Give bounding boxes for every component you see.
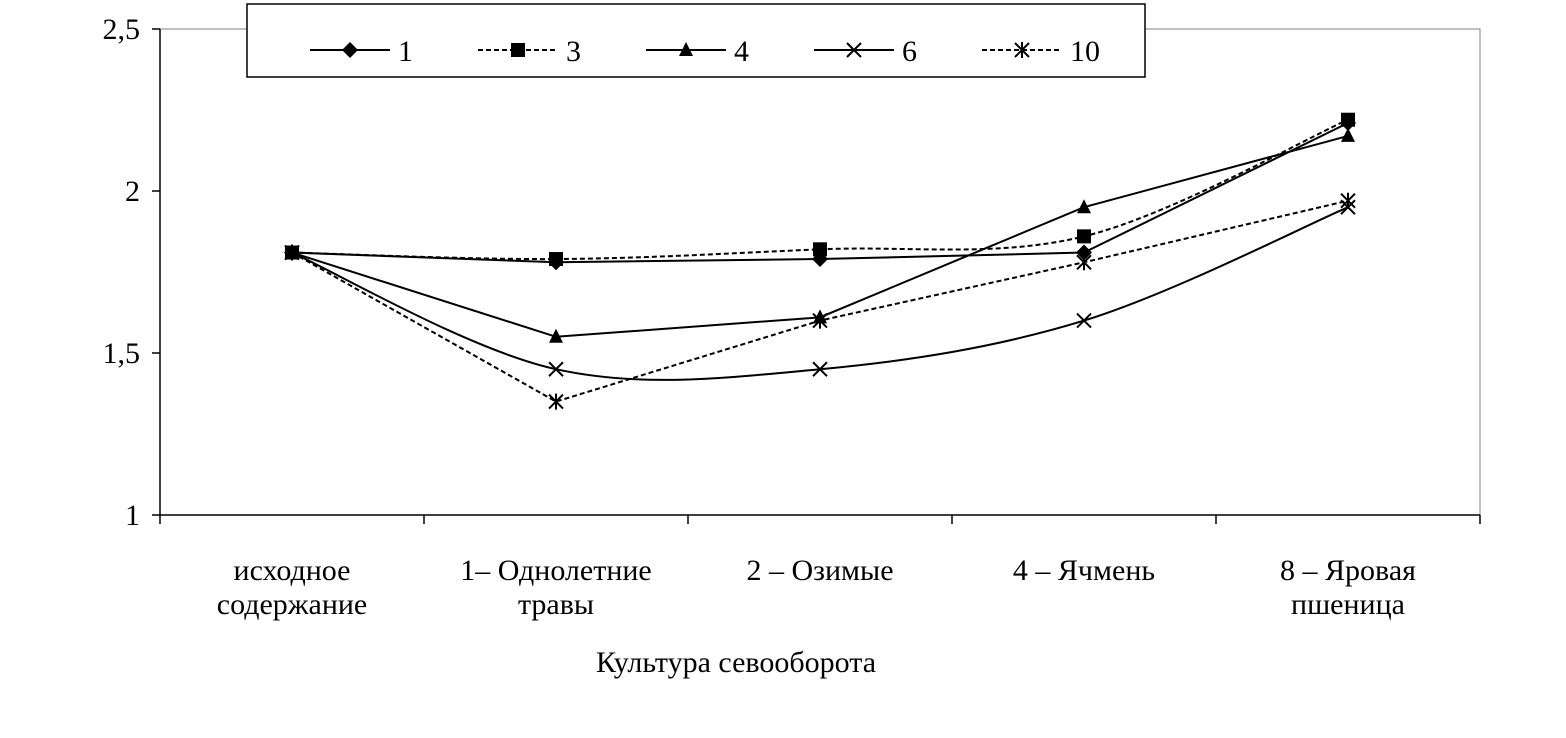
data-point-triangle [679, 42, 693, 56]
data-point-square [813, 242, 827, 257]
data-point-square [1077, 229, 1091, 244]
x-tick-label: исходное [234, 554, 351, 587]
data-point-star [812, 312, 828, 329]
y-tick-label: 2 [125, 175, 140, 208]
y-tick-label: 1 [125, 499, 140, 532]
data-point-diamond [812, 251, 828, 268]
data-point-square [511, 43, 525, 57]
legend-label: 1 [398, 35, 413, 68]
data-point-triangle [549, 328, 563, 343]
series-line-4 [291, 134, 1349, 338]
legend-label: 6 [902, 35, 917, 68]
series-line-1 [291, 122, 1349, 264]
data-point-star [1340, 192, 1356, 209]
data-point-star [284, 244, 300, 261]
data-point-square [549, 252, 563, 267]
x-axis-label: Культура севооборота [596, 646, 876, 679]
series-line-6 [291, 206, 1349, 381]
data-point-star [1014, 42, 1030, 58]
x-tick-label: 8 – Яровая [1280, 554, 1416, 587]
x-tick-label: 1– Однолетние [460, 554, 652, 587]
plot-area-frame [159, 28, 1481, 516]
data-point-triangle [1077, 199, 1091, 214]
legend-label: 4 [734, 35, 749, 68]
data-point-x [1076, 312, 1092, 329]
legend-box [246, 3, 1146, 78]
y-tick-label: 2,5 [103, 13, 141, 46]
data-point-star [1076, 254, 1092, 271]
data-point-x [548, 361, 564, 377]
x-tick-label: 2 – Озимые [746, 554, 893, 587]
data-point-star [548, 393, 564, 410]
data-point-x [812, 361, 828, 377]
data-point-diamond [342, 42, 358, 58]
x-tick-label: пшеница [1291, 588, 1405, 621]
data-point-triangle [1341, 127, 1355, 142]
legend-label: 3 [566, 35, 581, 68]
x-tick-label: травы [518, 588, 594, 621]
series-line-10 [291, 199, 1349, 403]
x-tick-label: содержание [217, 588, 368, 621]
y-tick-label: 1,5 [103, 337, 141, 370]
data-point-square [1341, 112, 1355, 127]
data-point-diamond [1076, 244, 1092, 261]
data-point-x [846, 42, 862, 58]
x-tick-label: 4 – Ячмень [1013, 554, 1155, 587]
legend-label: 10 [1070, 35, 1100, 68]
series-line-3 [291, 118, 1349, 261]
